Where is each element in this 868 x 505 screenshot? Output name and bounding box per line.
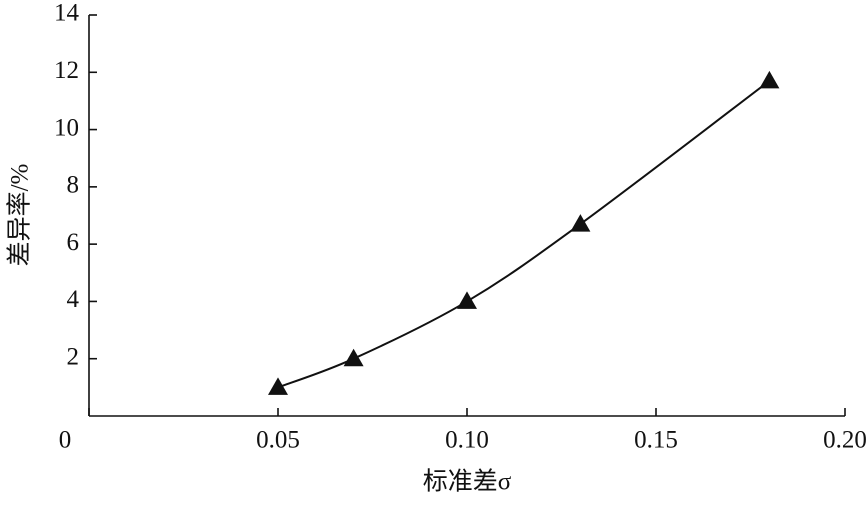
marker	[759, 70, 780, 89]
marker	[268, 377, 288, 395]
marker	[457, 291, 477, 309]
x-axis-title: 标准差σ	[423, 468, 512, 496]
y-tick-label: 6	[67, 229, 80, 256]
marker	[570, 214, 591, 232]
y-tick-label: 14	[54, 0, 80, 27]
x-tick-label: 0.20	[823, 427, 867, 454]
y-tick-label: 2	[67, 343, 80, 370]
y-tick-label: 10	[54, 114, 79, 141]
marker	[343, 348, 364, 367]
x-tick-label: 0.15	[634, 427, 678, 454]
y-tick-label: 12	[54, 57, 79, 84]
series-line	[277, 80, 771, 389]
x-tick-label: 0	[59, 427, 72, 454]
y-tick-label: 8	[67, 172, 80, 199]
x-tick-label: 0.05	[256, 427, 300, 454]
y-axis-title: 差异率/%	[6, 164, 34, 267]
x-tick-label: 0.10	[445, 427, 489, 454]
y-tick-label: 4	[67, 286, 80, 313]
